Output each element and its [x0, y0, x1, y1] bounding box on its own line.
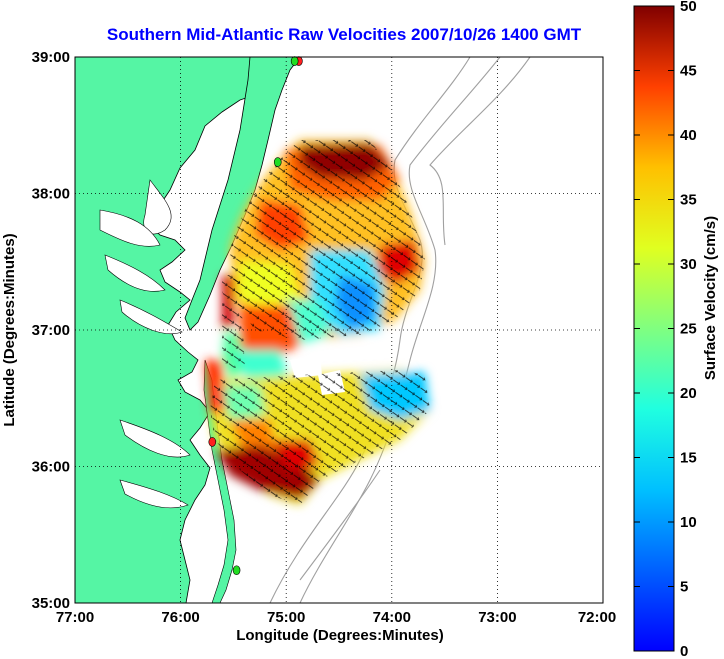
plot-frame — [74, 56, 604, 604]
colorbar-tick-label: 40 — [680, 127, 697, 144]
site-markers — [208, 56, 303, 576]
land-delmarva — [184, 57, 301, 331]
colorbar-tick-label: 35 — [680, 192, 697, 209]
x-axis-label: Longitude (Degrees:Minutes) — [236, 627, 444, 644]
colorbar-tick-label: 30 — [680, 256, 697, 273]
colorbar-tick-label: 25 — [680, 321, 697, 338]
y-axis-label: Latitude (Degrees:Minutes) — [1, 233, 18, 426]
x-tick-label: 75:00 — [267, 609, 305, 626]
y-tick-label: 36:00 — [32, 459, 70, 476]
x-tick-label: 73:00 — [478, 609, 516, 626]
x-tick-label: 74:00 — [373, 609, 411, 626]
y-axis: 39:00 38:00 37:00 36:00 35:00 Latitude (… — [1, 49, 70, 612]
chesapeake-bay — [99, 179, 191, 509]
velocity-field — [205, 140, 430, 505]
colorbar-label: Surface Velocity (cm/s) — [702, 216, 719, 380]
bathymetry-contours — [269, 57, 531, 603]
colorbar-tick-label: 0 — [680, 643, 688, 659]
x-tick-label: 77:00 — [56, 609, 94, 626]
grid-lines — [75, 57, 603, 603]
colorbar-tick-label: 50 — [680, 0, 697, 15]
colorbar-tick-label: 10 — [680, 514, 697, 531]
radar-site-marker — [208, 437, 217, 447]
map-plot-area — [75, 57, 603, 603]
colorbar-tick-label: 20 — [680, 385, 697, 402]
x-tick-label: 76:00 — [161, 609, 199, 626]
x-axis: 77:00 76:00 75:00 74:00 73:00 72:00 Long… — [56, 609, 616, 644]
y-tick-label: 37:00 — [32, 322, 70, 339]
colorbar-tick-label: 15 — [680, 450, 697, 467]
radar-site-marker — [232, 565, 241, 576]
colorbar-tick-label: 45 — [680, 63, 697, 80]
y-tick-label: 35:00 — [32, 595, 70, 612]
colorbar-gradient — [633, 5, 675, 652]
chart-title: Southern Mid-Atlantic Raw Velocities 200… — [107, 25, 582, 44]
radar-site-marker — [273, 157, 282, 167]
x-tick-label: 72:00 — [578, 609, 616, 626]
y-tick-label: 39:00 — [32, 49, 70, 66]
colorbar-tick-label: 5 — [680, 579, 688, 596]
radar-site-marker — [290, 56, 299, 66]
y-tick-label: 38:00 — [32, 186, 70, 203]
